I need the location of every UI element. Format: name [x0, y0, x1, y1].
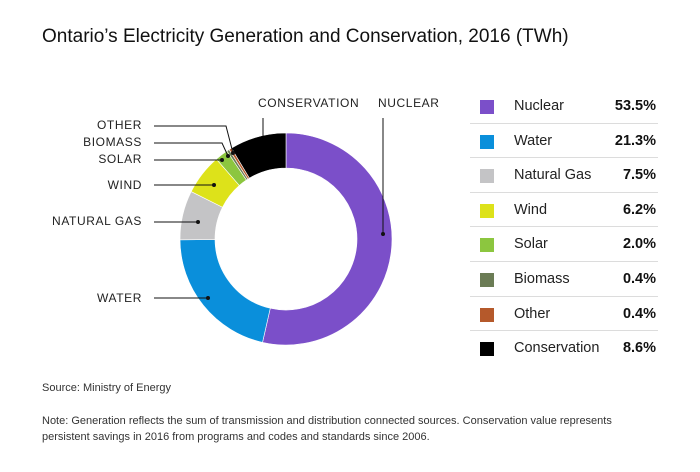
legend-label: Wind [514, 201, 548, 218]
legend-swatch [480, 169, 494, 184]
legend-label: Conservation [514, 340, 600, 357]
legend-value: 7.5% [622, 167, 656, 184]
legend-label: Nuclear [514, 98, 564, 114]
legend-label: Biomass [514, 270, 570, 287]
legend-label: Solar [514, 236, 548, 253]
legend-item: Solar 2.0% [470, 227, 658, 262]
leader-line-other [154, 125, 234, 154]
legend-value: 21.3% [614, 132, 656, 149]
legend-label: Water [514, 132, 553, 149]
legend-swatch [480, 134, 494, 149]
leader-line-biomass [154, 142, 229, 157]
chart-label-conservation: CONSERVATION [258, 96, 359, 110]
legend-swatch [480, 272, 494, 287]
leader-dot [196, 220, 200, 224]
chart-label-natural-gas: NATURAL GAS [52, 214, 142, 228]
slice-nuclear [262, 132, 393, 346]
leader-dot [206, 296, 210, 300]
legend-item: Water 21.3% [470, 124, 658, 159]
leader-dot [220, 158, 224, 162]
legend-label: Natural Gas [514, 167, 592, 184]
chart-label-wind: WIND [108, 178, 142, 192]
footnote: Note: Generation reflects the sum of tra… [42, 415, 612, 443]
legend-value: 53.5% [614, 98, 656, 114]
legend-value: 6.2% [622, 201, 656, 218]
chart-label-biomass: BIOMASS [83, 135, 142, 149]
legend-swatch [480, 342, 494, 357]
source-note: Source: Ministry of Energy [42, 382, 171, 394]
legend-swatch [480, 307, 494, 322]
legend: Nuclear 53.5% Water 21.3% Natural Gas 7.5% Win… [470, 89, 658, 366]
leader-dot [231, 151, 235, 155]
legend-swatch [480, 238, 494, 253]
legend-value: 0.4% [622, 305, 656, 322]
chart-label-nuclear: NUCLEAR [378, 96, 440, 110]
leader-dot [381, 232, 385, 236]
chart-label-water: WATER [97, 291, 142, 305]
legend-item: Other 0.4% [470, 297, 658, 332]
leader-dot [226, 154, 230, 158]
slice-conservation [231, 132, 287, 179]
legend-item: Wind 6.2% [470, 193, 658, 228]
chart-label-solar: SOLAR [98, 152, 142, 166]
chart-title: Ontario’s Electricity Generation and Con… [42, 26, 569, 47]
donut-chart: NUCLEAR WATER NATURAL GAS WIND SOLAR BIOMASS O… [52, 96, 440, 346]
legend-item: Natural Gas 7.5% [470, 158, 658, 193]
legend-value: 8.6% [622, 340, 656, 357]
legend-swatch [480, 100, 494, 114]
chart-label-other: OTHER [97, 118, 142, 132]
legend-value: 0.4% [622, 270, 656, 287]
slice-water [179, 239, 271, 343]
legend-label: Other [514, 305, 551, 322]
legend-item: Conservation 8.6% [470, 331, 658, 366]
legend-item: Biomass 0.4% [470, 262, 658, 297]
legend-value: 2.0% [622, 236, 656, 253]
leader-dot [212, 183, 216, 187]
legend-item: Nuclear 53.5% [470, 89, 658, 124]
legend-swatch [480, 203, 494, 218]
